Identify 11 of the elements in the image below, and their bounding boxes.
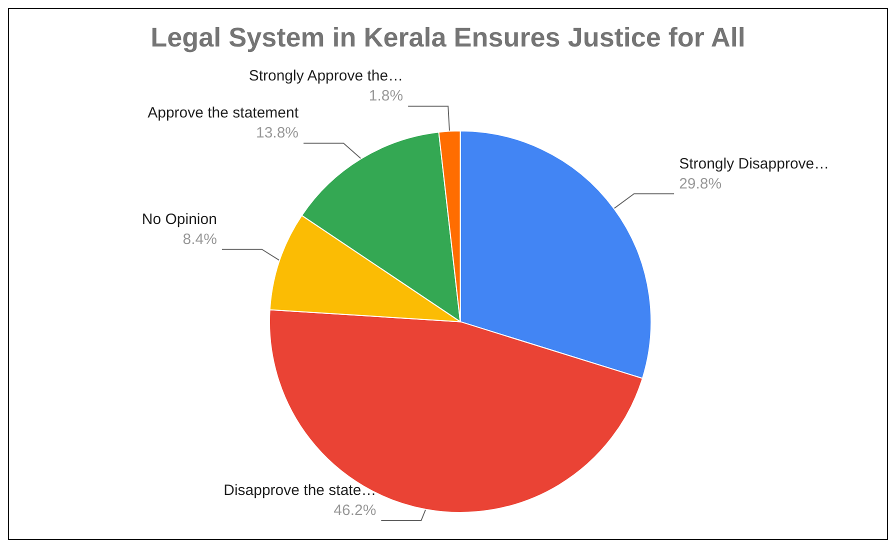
data-label: 13.8% [256, 124, 299, 142]
slice-label: Approve the statement [148, 104, 300, 122]
chart-title: Legal System in Kerala Ensures Justice for All [150, 22, 746, 52]
slice-label: Strongly Disapprove… [679, 155, 830, 172]
data-label: 1.8% [368, 88, 404, 105]
data-label: 29.8% [679, 175, 722, 192]
slice-label: No Opinion [142, 210, 217, 228]
slice-label: Strongly Approve the… [248, 68, 404, 85]
data-label: 46.2% [334, 502, 376, 519]
slice-label: Disapprove the state… [224, 482, 376, 499]
data-label: 8.4% [182, 230, 217, 248]
